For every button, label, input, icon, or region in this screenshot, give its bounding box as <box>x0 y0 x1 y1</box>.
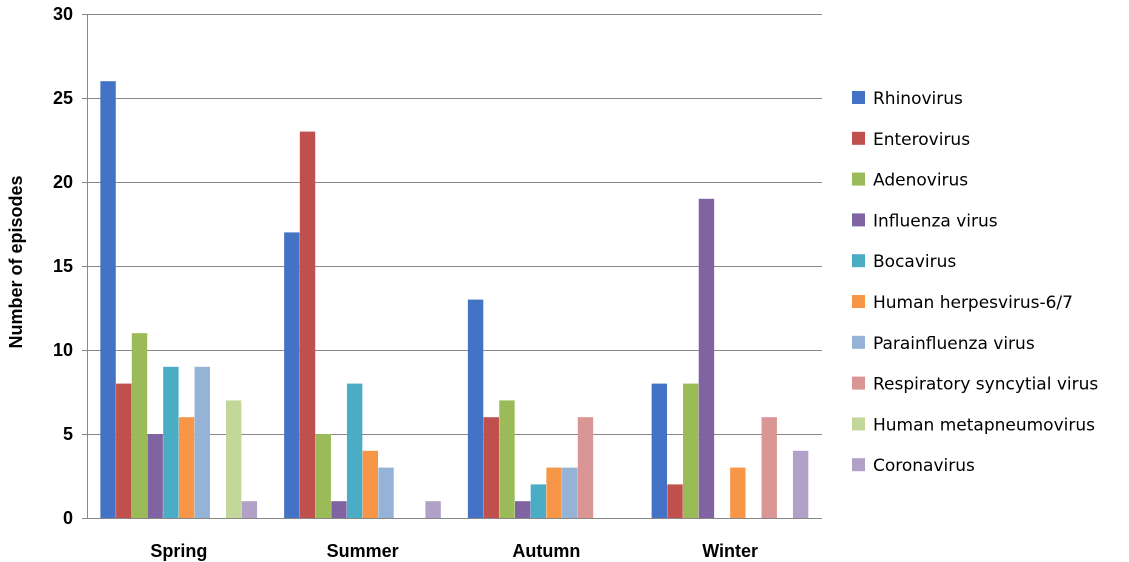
bar-summer-rhinovirus <box>284 232 300 518</box>
legend-label: Human metapneumovirus <box>873 415 1095 435</box>
legend-label: Respiratory syncytial virus <box>873 375 1098 395</box>
category-label-autumn: Autumn <box>512 541 580 561</box>
category-labels: Spring Summer Autumn Winter <box>150 541 758 561</box>
axes <box>82 14 822 519</box>
bar-winter-coronavirus <box>792 450 809 518</box>
bar-winter-enterovirus <box>667 484 683 518</box>
bar-autumn-respiratory-syncytial-virus <box>577 417 594 518</box>
legend-swatch <box>852 172 865 186</box>
legend-item: Human herpesvirus-6/7 <box>852 293 1073 313</box>
y-tick-label-30: 30 <box>53 4 73 24</box>
y-tick-label-15: 15 <box>53 256 73 276</box>
category-label-summer: Summer <box>327 541 399 561</box>
legend-swatch <box>852 254 865 268</box>
bar-spring-bocavirus <box>163 366 179 518</box>
legend-label: Influenza virus <box>873 211 998 231</box>
legend-label: Enterovirus <box>873 130 970 150</box>
legend-swatch <box>852 131 865 145</box>
bar-spring-rhinovirus <box>100 81 116 518</box>
legend-swatch <box>852 91 865 104</box>
category-label-winter: Winter <box>702 541 758 561</box>
legend-item: Enterovirus <box>852 130 970 150</box>
bar-summer-enterovirus <box>299 131 316 518</box>
legend-item: Adenovirus <box>852 171 968 191</box>
bar-winter-respiratory-syncytial-virus <box>761 417 777 518</box>
y-tick-label-20: 20 <box>53 172 73 192</box>
legend-swatch <box>852 417 865 431</box>
bar-autumn-adenovirus <box>499 400 515 518</box>
bar-summer-parainfluenza-virus <box>378 467 394 518</box>
bar-winter-rhinovirus <box>651 383 668 518</box>
y-tick-label-0: 0 <box>63 508 73 528</box>
bar-autumn-enterovirus <box>483 417 499 518</box>
bar-spring-parainfluenza-virus <box>194 366 210 518</box>
y-tick-labels: 0 5 10 15 20 25 30 <box>53 4 73 528</box>
bar-autumn-human-herpesvirus-6-7 <box>546 467 562 518</box>
legend-item: Parainfluenza virus <box>852 334 1035 354</box>
y-tick-label-10: 10 <box>53 340 73 360</box>
legend-swatch <box>852 295 865 308</box>
legend-label: Bocavirus <box>873 252 956 272</box>
legend-label: Coronavirus <box>873 456 975 476</box>
bar-autumn-bocavirus <box>530 484 547 518</box>
bar-winter-adenovirus <box>683 383 699 518</box>
legend-swatch <box>852 376 865 390</box>
bar-summer-bocavirus <box>346 383 363 518</box>
category-label-spring: Spring <box>150 541 207 561</box>
bar-spring-adenovirus <box>131 333 148 518</box>
legend: Rhinovirus Enterovirus Adenovirus Influenza… <box>852 89 1098 476</box>
legend-label: Human herpesvirus-6/7 <box>873 293 1073 313</box>
legend-item: Coronavirus <box>852 456 975 476</box>
bar-summer-coronavirus <box>425 501 441 518</box>
legend-item: Rhinovirus <box>852 89 963 109</box>
bar-autumn-influenza-virus <box>514 501 531 518</box>
legend-label: Rhinovirus <box>873 89 963 109</box>
legend-item: Influenza virus <box>852 211 998 231</box>
bars <box>100 81 809 519</box>
bar-summer-influenza-virus <box>331 501 347 518</box>
legend-swatch <box>852 213 865 227</box>
bar-summer-human-herpesvirus-6-7 <box>362 450 379 518</box>
bar-autumn-rhinovirus <box>467 299 484 518</box>
bar-autumn-parainfluenza-virus <box>562 467 578 518</box>
legend-swatch <box>852 335 865 349</box>
legend-item: Human metapneumovirus <box>852 415 1095 435</box>
legend-item: Bocavirus <box>852 252 956 272</box>
bar-spring-enterovirus <box>116 383 132 518</box>
legend-label: Parainfluenza virus <box>873 334 1035 354</box>
y-tick-label-5: 5 <box>63 424 73 444</box>
bar-spring-influenza-virus <box>147 434 163 518</box>
bar-spring-human-herpesvirus-6-7 <box>178 417 195 518</box>
legend-label: Adenovirus <box>873 171 968 191</box>
y-axis-title: Number of episodes <box>6 175 26 348</box>
legend-item: Respiratory syncytial virus <box>852 375 1098 395</box>
bar-spring-coronavirus <box>241 501 258 518</box>
bar-winter-influenza-virus <box>698 198 715 519</box>
bar-summer-adenovirus <box>315 434 331 518</box>
bar-spring-human-metapneumovirus <box>225 400 242 518</box>
legend-swatch <box>852 458 865 472</box>
bar-winter-human-herpesvirus-6-7 <box>730 467 746 518</box>
y-tick-label-25: 25 <box>53 88 73 108</box>
